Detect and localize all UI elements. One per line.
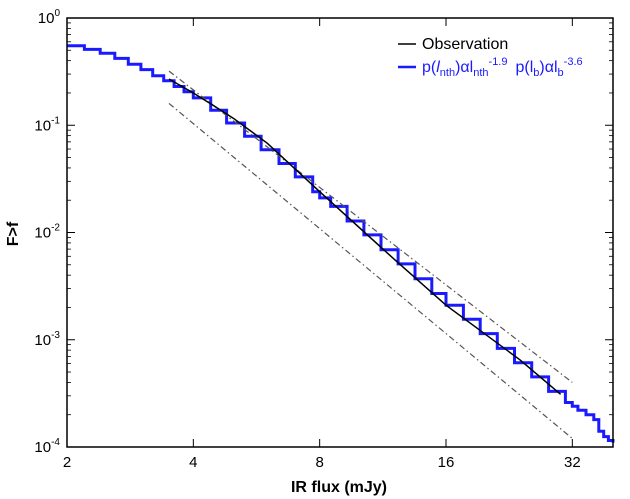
x-tick-label: 8 xyxy=(315,454,323,471)
x-tick-label: 4 xyxy=(189,454,197,471)
series-lower-bound xyxy=(168,102,573,439)
series-observation xyxy=(168,78,562,395)
y-tick-label: 10-4 xyxy=(34,437,60,456)
series-upper-bound xyxy=(168,70,573,383)
y-axis-title: F>f xyxy=(5,221,22,246)
x-tick-label: 16 xyxy=(438,454,455,471)
x-axis-title: IR flux (mJy) xyxy=(291,479,387,496)
x-tick-label: 32 xyxy=(564,454,581,471)
y-tick-label: 100 xyxy=(38,8,61,27)
y-tick-label: 10-1 xyxy=(34,115,60,134)
ticks-layer xyxy=(66,17,613,448)
y-tick-label: 10-2 xyxy=(34,223,60,242)
legend: Observation p(lnth)αlnth-1.9 p(lb)αlb-3.6 xyxy=(398,36,583,79)
x-tick-label: 2 xyxy=(63,454,71,471)
series-layer xyxy=(67,44,615,443)
tick-labels-layer: 100 10-1 10-2 10-3 10-42 4 8 16 32 xyxy=(34,8,580,471)
legend-observation-label: Observation xyxy=(422,36,508,53)
y-tick-label: 10-3 xyxy=(34,330,60,349)
legend-model-label: p(lnth)αlnth-1.9 p(lb)αlb-3.6 xyxy=(422,56,583,79)
